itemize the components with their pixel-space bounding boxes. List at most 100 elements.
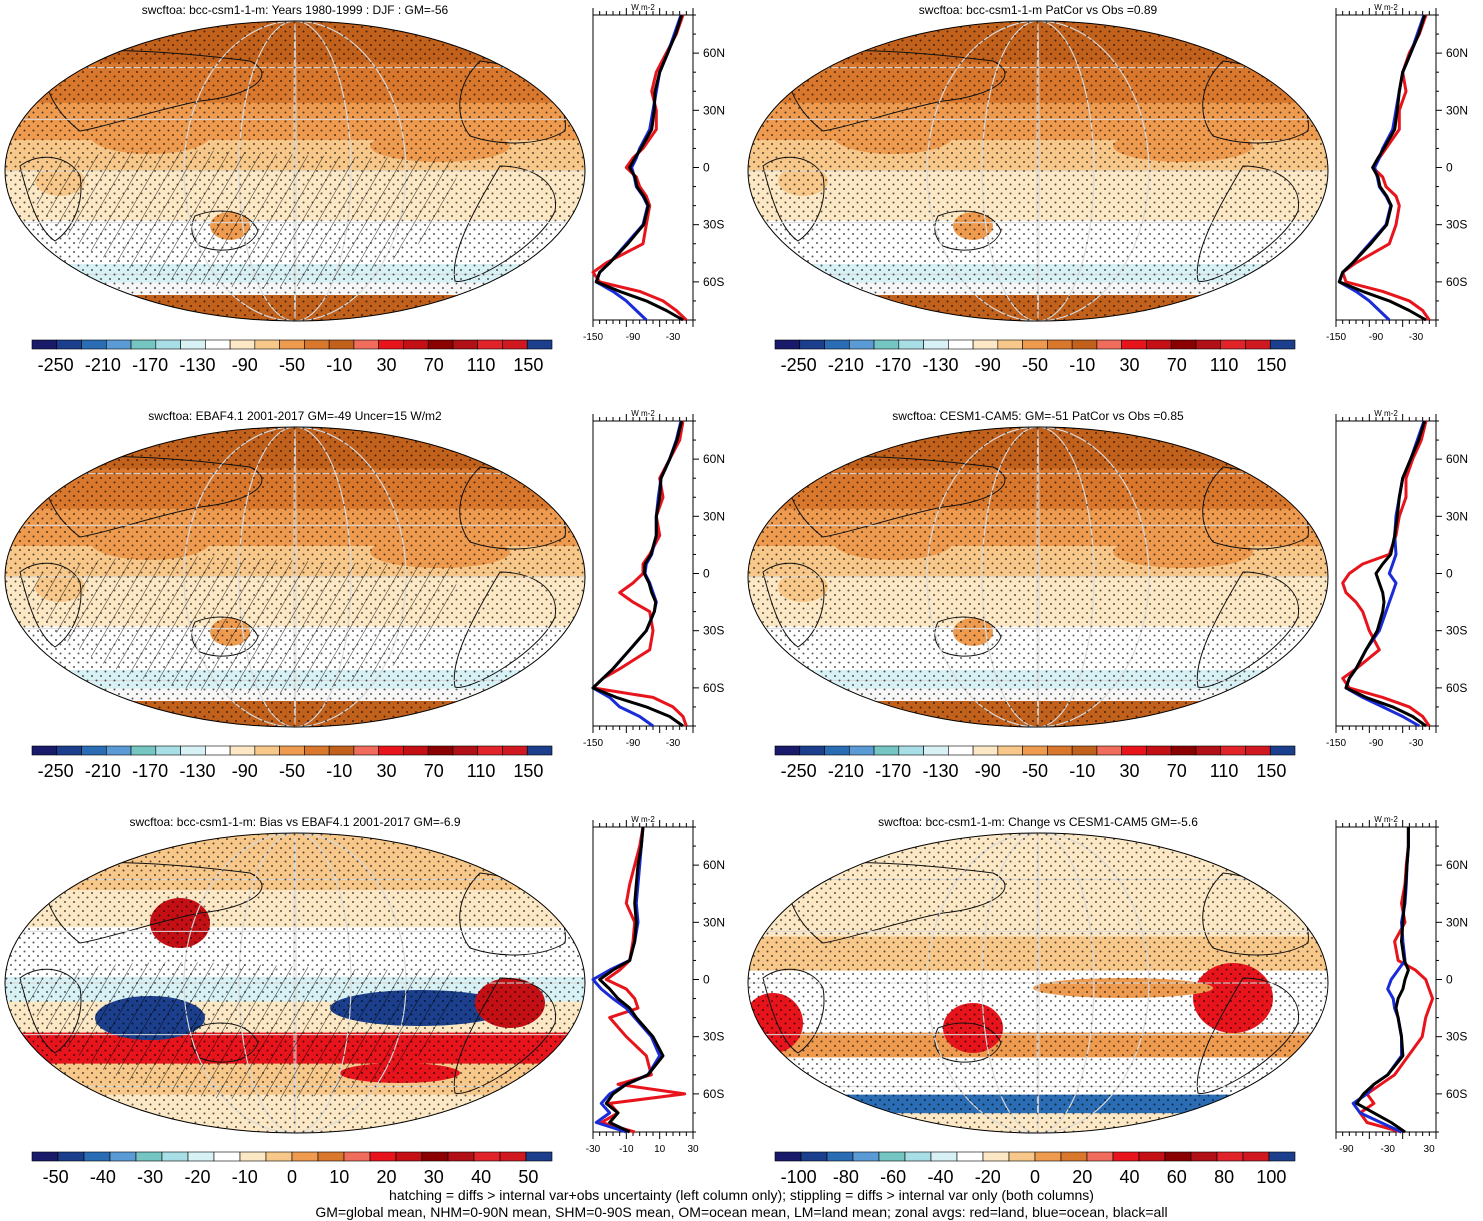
panel-title: swcftoa: bcc-csm1-1-m: Bias vs EBAF4.1 2… <box>129 815 461 829</box>
colorbar-label: 80 <box>1214 1167 1234 1187</box>
zonal-xtick-label: -30 <box>1409 738 1424 746</box>
zonal-units: W m-2 <box>1374 409 1398 418</box>
zonal-xtick-label: -90 <box>1369 332 1384 340</box>
zonal-ytick-label: 30N <box>1446 509 1468 523</box>
zonal-xtick-label: -30 <box>586 1144 601 1152</box>
zonal-series-ocean <box>594 14 683 322</box>
zonal-ytick-label: 0 <box>703 567 710 581</box>
zonal-ytick-label: 30N <box>703 103 725 117</box>
zonal-frame <box>1335 826 1437 1133</box>
zonal-average-plot: -90 -30 30 60N 30N 0 30S 60S W m-2 <box>1335 815 1468 1152</box>
zonal-ytick-label: 30S <box>1446 218 1467 232</box>
zonal-units: W m-2 <box>631 815 655 824</box>
zonal-ytick-label: 60S <box>1446 681 1467 695</box>
zonal-ytick-label: 0 <box>1446 161 1453 175</box>
panel-change: swcftoa: bcc-csm1-1-m: Change vs CESM1-C… <box>743 812 1483 1217</box>
zonal-average-plot: -150 -90 -30 60N 30N 0 30S 60S W m-2 <box>583 3 725 340</box>
colorbar-label: -250 <box>781 355 817 375</box>
panel-title: swcftoa: bcc-csm1-1-m PatCor vs Obs =0.8… <box>918 3 1158 17</box>
zonal-frame <box>1335 14 1437 321</box>
colorbar-label: 30 <box>1120 761 1140 781</box>
zonal-ytick-label: 60N <box>703 46 725 60</box>
colorbar-label: 30 <box>424 1167 444 1187</box>
colorbar: -50 -40 -30 -20 -10 0 10 20 30 40 50 <box>31 1151 553 1187</box>
zonal-series-all <box>1337 14 1427 322</box>
colorbar-label: 0 <box>1030 1167 1040 1187</box>
panel-model-djf: swcftoa: bcc-csm1-1-m: Years 1980-1999 :… <box>0 0 740 405</box>
zonal-series-ocean <box>1337 14 1426 322</box>
zonal-xtick-label: 10 <box>654 1144 666 1152</box>
zonal-ytick-label: 60S <box>703 275 724 289</box>
zonal-series-all <box>1355 827 1410 1134</box>
zonal-ytick-label: 30S <box>1446 624 1467 638</box>
colorbar-label: -10 <box>232 1167 258 1187</box>
colorbar-label: -80 <box>833 1167 859 1187</box>
zonal-xtick-label: -30 <box>1409 332 1424 340</box>
robinson-map <box>747 20 1329 322</box>
zonal-ytick-label: 30S <box>1446 1030 1467 1044</box>
zonal-series-all <box>1344 420 1427 728</box>
colorbar-label: 60 <box>1167 1167 1187 1187</box>
colorbar-label: -50 <box>279 355 305 375</box>
robinson-map <box>4 832 586 1134</box>
colorbar-label: -100 <box>781 1167 817 1187</box>
zonal-series-all <box>598 826 665 1134</box>
zonal-series-land <box>591 14 688 322</box>
zonal-ytick-label: 30N <box>703 915 725 929</box>
zonal-xtick-label: -150 <box>1326 738 1346 746</box>
colorbar-label: -170 <box>875 355 911 375</box>
panel-cesm-patcor: swcftoa: CESM1-CAM5: GM=-51 PatCor vs Ob… <box>743 406 1483 811</box>
robinson-map <box>4 20 586 322</box>
colorbar-label: 150 <box>1256 355 1286 375</box>
robinson-map <box>747 426 1329 728</box>
colorbar-label: -50 <box>43 1167 69 1187</box>
zonal-xtick-label: -90 <box>626 332 641 340</box>
colorbar-label: 30 <box>1120 355 1140 375</box>
colorbar-label: -30 <box>137 1167 163 1187</box>
colorbar-label: 150 <box>513 355 543 375</box>
colorbar-label: 50 <box>518 1167 538 1187</box>
zonal-ytick-label: 30N <box>703 509 725 523</box>
colorbar-label: -90 <box>232 761 258 781</box>
zonal-series-ocean <box>1351 827 1410 1134</box>
colorbar-label: -130 <box>922 355 958 375</box>
zonal-ytick-label: 60S <box>1446 275 1467 289</box>
colorbar: -250 -210 -170 -130 -90 -50 -10 30 70 110 150 <box>31 745 553 781</box>
colorbar-label: 40 <box>1120 1167 1140 1187</box>
colorbar-label: -250 <box>38 761 74 781</box>
colorbar-label: 30 <box>377 355 397 375</box>
robinson-map <box>747 832 1329 1134</box>
footer-note-hatching: hatching = diffs > internal var+obs unce… <box>389 1187 1094 1203</box>
colorbar-label: -210 <box>828 355 864 375</box>
colorbar: -250 -210 -170 -130 -90 -50 -10 30 70 110 150 <box>774 745 1296 781</box>
zonal-ytick-label: 60S <box>703 1087 724 1101</box>
colorbar-label: -40 <box>927 1167 953 1187</box>
colorbar: -250 -210 -170 -130 -90 -50 -10 30 70 110 150 <box>774 339 1296 375</box>
zonal-series-land <box>1358 827 1435 1134</box>
zonal-series-land <box>1341 420 1431 727</box>
zonal-ytick-label: 60S <box>703 681 724 695</box>
zonal-ytick-label: 60N <box>703 452 725 466</box>
colorbar-label: 0 <box>287 1167 297 1187</box>
colorbar-label: 110 <box>1210 355 1239 375</box>
colorbar-label: 70 <box>1167 761 1187 781</box>
colorbar: -250 -210 -170 -130 -90 -50 -10 30 70 110 150 <box>31 339 553 375</box>
colorbar-label: -50 <box>279 761 305 781</box>
colorbar-label: -210 <box>85 355 121 375</box>
colorbar-label: 20 <box>1072 1167 1092 1187</box>
zonal-xtick-label: -90 <box>1369 738 1384 746</box>
colorbar-label: -10 <box>326 355 352 375</box>
colorbar-label: 110 <box>467 355 496 375</box>
zonal-average-plot: -150 -90 -30 60N 30N 0 30S 60S W m-2 <box>583 409 725 746</box>
zonal-ytick-label: 30S <box>703 624 724 638</box>
zonal-series-all <box>594 14 684 322</box>
colorbar-label: 100 <box>1256 1167 1286 1187</box>
colorbar-label: 20 <box>377 1167 397 1187</box>
colorbar-label: -130 <box>179 761 215 781</box>
zonal-frame <box>592 14 694 321</box>
zonal-xtick-label: -150 <box>1326 332 1346 340</box>
colorbar-label: -170 <box>132 355 168 375</box>
colorbar-label: 70 <box>424 355 444 375</box>
zonal-xtick-label: -30 <box>666 738 681 746</box>
panel-obs-ebaf: swcftoa: EBAF4.1 2001-2017 GM=-49 Uncer=… <box>0 406 740 811</box>
